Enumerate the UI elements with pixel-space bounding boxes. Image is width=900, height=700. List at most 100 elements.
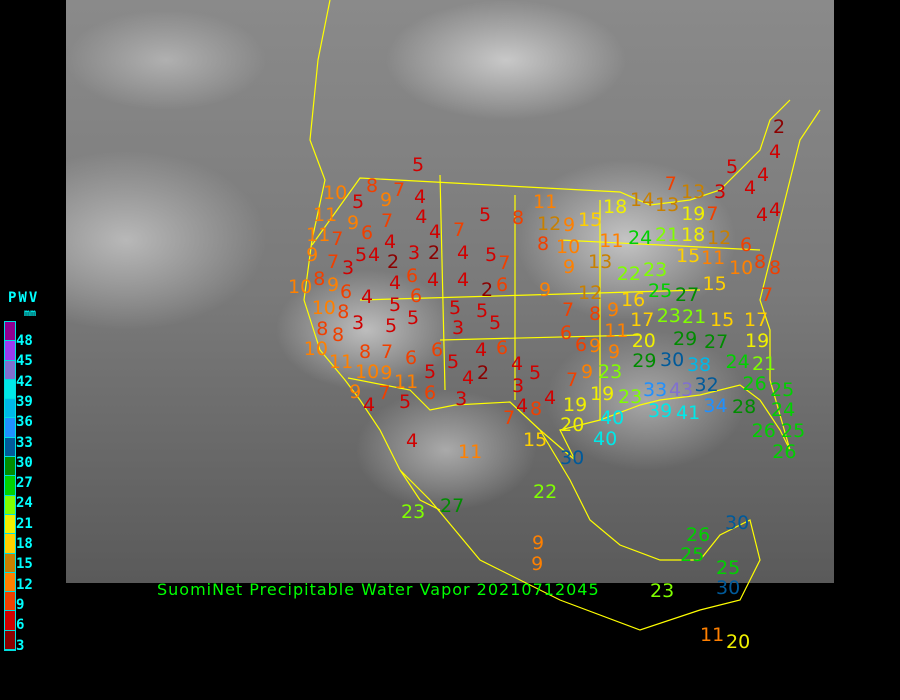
atlantic-coast: [759, 109, 821, 451]
station-pwv-value: 7: [503, 406, 516, 429]
station-pwv-value: 2: [428, 241, 441, 264]
station-pwv-value: 7: [566, 368, 579, 391]
station-pwv-value: 8: [366, 174, 379, 197]
station-pwv-value: 4: [415, 205, 428, 228]
state-line-d: [439, 334, 641, 341]
station-pwv-value: 4: [462, 366, 475, 389]
station-pwv-value: 43: [669, 378, 694, 401]
station-pwv-value: 11: [313, 203, 338, 226]
station-pwv-value: 11: [599, 230, 624, 253]
station-pwv-value: 5: [399, 390, 412, 413]
station-pwv-value: 19: [745, 329, 770, 352]
station-pwv-value: 4: [389, 271, 402, 294]
legend-swatch: [5, 437, 15, 458]
legend-swatch: [5, 630, 15, 651]
station-pwv-value: 8: [769, 256, 782, 279]
station-pwv-value: 26: [686, 523, 711, 546]
station-pwv-value: 5: [385, 314, 398, 337]
station-pwv-value: 9: [380, 361, 393, 384]
station-pwv-value: 10: [311, 296, 336, 319]
station-pwv-value: 24: [725, 351, 750, 374]
station-pwv-value: 3: [714, 180, 727, 203]
station-pwv-value: 25: [770, 378, 795, 401]
station-pwv-value: 8: [337, 301, 350, 324]
station-pwv-value: 4: [414, 185, 427, 208]
station-pwv-value: 7: [393, 178, 406, 201]
station-pwv-value: 9: [531, 552, 544, 575]
station-pwv-value: 10: [556, 235, 581, 258]
station-pwv-value: 30: [716, 576, 741, 599]
legend-tick-label: 42: [16, 373, 33, 390]
station-pwv-value: 11: [604, 319, 629, 342]
station-pwv-value: 6: [361, 221, 374, 244]
station-pwv-value: 4: [769, 140, 782, 163]
station-pwv-value: 20: [631, 329, 656, 352]
station-pwv-value: 7: [498, 252, 511, 275]
station-pwv-value: 2: [387, 250, 400, 273]
station-pwv-value: 13: [655, 193, 680, 216]
station-pwv-value: 10: [303, 337, 328, 360]
station-pwv-value: 33: [643, 378, 668, 401]
station-pwv-value: 27: [440, 494, 465, 517]
station-pwv-value: 39: [648, 399, 673, 422]
station-pwv-value: 9: [608, 340, 621, 363]
station-pwv-value: 15: [676, 244, 701, 267]
station-pwv-value: 27: [704, 330, 729, 353]
station-pwv-value: 4: [744, 176, 757, 199]
station-pwv-value: 4: [406, 429, 419, 452]
station-pwv-value: 7: [378, 381, 391, 404]
station-pwv-value: 5: [476, 299, 489, 322]
legend-swatch: [5, 418, 15, 438]
station-pwv-value: 8: [537, 232, 550, 255]
station-pwv-value: 21: [682, 306, 707, 329]
station-pwv-value: 16: [621, 288, 646, 311]
station-pwv-value: 11: [701, 246, 726, 269]
legend-swatch: [5, 476, 15, 496]
station-pwv-value: 22: [616, 262, 641, 285]
station-pwv-value: 24: [771, 398, 796, 421]
station-pwv-value: 5: [352, 190, 365, 213]
station-pwv-value: 40: [593, 427, 618, 450]
legend-tick-label: 9: [16, 596, 25, 613]
legend-tick-label: 21: [16, 515, 33, 532]
station-pwv-value: 29: [673, 327, 698, 350]
station-pwv-value: 24: [628, 226, 653, 249]
legend-swatch: [5, 534, 15, 554]
station-pwv-value: 26: [772, 440, 797, 463]
station-pwv-value: 9: [380, 188, 393, 211]
station-pwv-value: 9: [539, 278, 552, 301]
station-pwv-value: 4: [756, 203, 769, 226]
station-pwv-value: 8: [316, 317, 329, 340]
legend-swatch: [5, 514, 15, 535]
station-pwv-value: 30: [725, 511, 750, 534]
station-pwv-value: 23: [643, 258, 668, 281]
state-line-f: [559, 239, 761, 251]
station-pwv-value: 4: [544, 386, 557, 409]
station-pwv-value: 7: [381, 209, 394, 232]
station-pwv-value: 17: [744, 308, 769, 331]
station-pwv-value: 4: [475, 338, 488, 361]
station-pwv-value: 4: [429, 220, 442, 243]
station-pwv-value: 8: [589, 302, 602, 325]
station-pwv-value: 8: [512, 206, 525, 229]
station-pwv-value: 7: [562, 298, 575, 321]
legend-tick-label: 3: [16, 637, 25, 654]
station-pwv-value: 32: [694, 374, 719, 397]
mexico-coast: [399, 429, 761, 631]
station-pwv-value: 38: [686, 353, 712, 376]
station-pwv-value: 3: [512, 374, 525, 397]
station-pwv-value: 5: [479, 203, 492, 226]
station-pwv-value: 2: [481, 278, 494, 301]
station-pwv-value: 40: [600, 406, 625, 429]
station-pwv-value: 25: [680, 543, 705, 566]
station-pwv-value: 7: [381, 340, 394, 363]
station-pwv-value: 5: [529, 361, 542, 384]
station-pwv-value: 17: [630, 308, 655, 331]
legend-swatch: [5, 457, 15, 477]
station-pwv-value: 14: [630, 188, 655, 211]
station-pwv-value: 15: [523, 428, 548, 451]
station-pwv-value: 5: [407, 306, 420, 329]
canada-us-border: [311, 99, 791, 246]
station-pwv-value: 4: [368, 243, 381, 266]
station-pwv-value: 13: [681, 180, 706, 203]
